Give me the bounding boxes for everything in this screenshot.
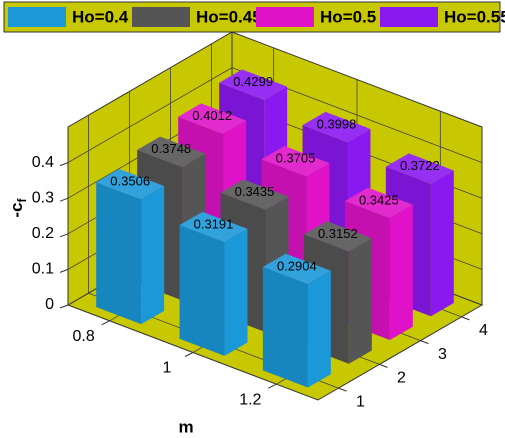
legend: Ho=0.4 Ho=0.45 Ho=0.5 Ho=0.55 bbox=[3, 1, 505, 33]
x-axis-label: m bbox=[178, 417, 193, 436]
bar-top bbox=[220, 179, 289, 210]
value-label: 0.3506 bbox=[110, 174, 150, 189]
value-label: 0.3425 bbox=[359, 192, 399, 207]
series-tick bbox=[338, 387, 347, 392]
series-tick bbox=[420, 340, 429, 345]
z-axis-label: -cf bbox=[7, 197, 29, 217]
series-tick-label: 4 bbox=[479, 322, 488, 339]
bar-top bbox=[262, 253, 331, 285]
z-tick bbox=[59, 304, 69, 309]
bar-top bbox=[137, 136, 206, 167]
series-tick-label: 1 bbox=[356, 393, 365, 410]
bar-top bbox=[385, 153, 454, 184]
legend-swatch bbox=[8, 7, 66, 27]
grid-line bbox=[67, 67, 233, 163]
z-axis-label-sub: f bbox=[15, 197, 29, 202]
legend-label: Ho=0.5 bbox=[320, 7, 376, 26]
bar-top bbox=[302, 111, 371, 143]
bar-side bbox=[262, 267, 308, 388]
legend-swatch bbox=[256, 7, 314, 27]
value-label: 0.3152 bbox=[318, 226, 358, 241]
bar-front bbox=[307, 270, 331, 388]
z-tick-label: 0.1 bbox=[32, 261, 54, 278]
series-tick bbox=[461, 316, 470, 321]
z-tick bbox=[59, 233, 69, 238]
bar-side bbox=[179, 225, 225, 356]
series-tick bbox=[379, 363, 388, 368]
bar-top bbox=[344, 187, 413, 219]
legend-swatch bbox=[132, 7, 190, 27]
bar-top bbox=[219, 69, 288, 100]
z-tick bbox=[59, 162, 69, 167]
bar bbox=[262, 253, 331, 388]
z-tick-label: 0 bbox=[45, 296, 54, 313]
value-label: 0.4012 bbox=[192, 108, 232, 123]
x-tick bbox=[184, 352, 194, 357]
legend-swatch bbox=[380, 7, 438, 27]
bar-top bbox=[303, 221, 372, 252]
bar-front bbox=[348, 238, 372, 364]
z-tick bbox=[59, 268, 69, 273]
x-tick-label: 0.8 bbox=[73, 328, 95, 345]
bar bbox=[179, 211, 248, 356]
bar-front bbox=[224, 228, 248, 356]
value-label: 0.3191 bbox=[194, 216, 234, 231]
value-label: 0.3998 bbox=[317, 116, 357, 131]
bar-side bbox=[96, 182, 142, 325]
bar bbox=[96, 168, 165, 325]
series-tick-label: 2 bbox=[397, 370, 406, 387]
z-axis-label-main: -c bbox=[7, 202, 26, 217]
bar-top bbox=[179, 211, 248, 243]
x-tick bbox=[268, 383, 277, 389]
z-axis-label-group: -cf bbox=[7, 197, 29, 217]
value-label: 0.4299 bbox=[233, 74, 273, 89]
bar-top bbox=[178, 103, 247, 134]
bar-top bbox=[96, 168, 165, 200]
z-tick bbox=[59, 197, 69, 202]
legend-label: Ho=0.4 bbox=[72, 7, 129, 26]
bar-front bbox=[430, 170, 454, 317]
x-tick-label: 1 bbox=[163, 360, 172, 377]
legend-label: Ho=0.55 bbox=[444, 7, 505, 26]
bar-front bbox=[141, 186, 165, 325]
bars: 0.4299 0.4012 0.3998 0.3748 0.3705 0.3722 0.35… bbox=[96, 69, 454, 388]
value-label: 0.3722 bbox=[400, 158, 440, 173]
bar-top bbox=[261, 146, 330, 177]
z-tick-label: 0.3 bbox=[32, 189, 54, 206]
value-label: 0.3435 bbox=[235, 184, 275, 199]
x-tick-label: 1.2 bbox=[239, 391, 261, 408]
value-label: 0.3748 bbox=[151, 141, 191, 156]
value-label: 0.2904 bbox=[277, 258, 317, 273]
x-tick bbox=[101, 320, 110, 326]
z-tick-label: 0.4 bbox=[32, 154, 54, 171]
bar-front bbox=[389, 204, 413, 340]
value-label: 0.3705 bbox=[276, 151, 316, 166]
z-tick-label: 0.2 bbox=[32, 225, 54, 242]
legend-label: Ho=0.45 bbox=[196, 7, 262, 26]
series-tick-label: 3 bbox=[438, 346, 447, 363]
